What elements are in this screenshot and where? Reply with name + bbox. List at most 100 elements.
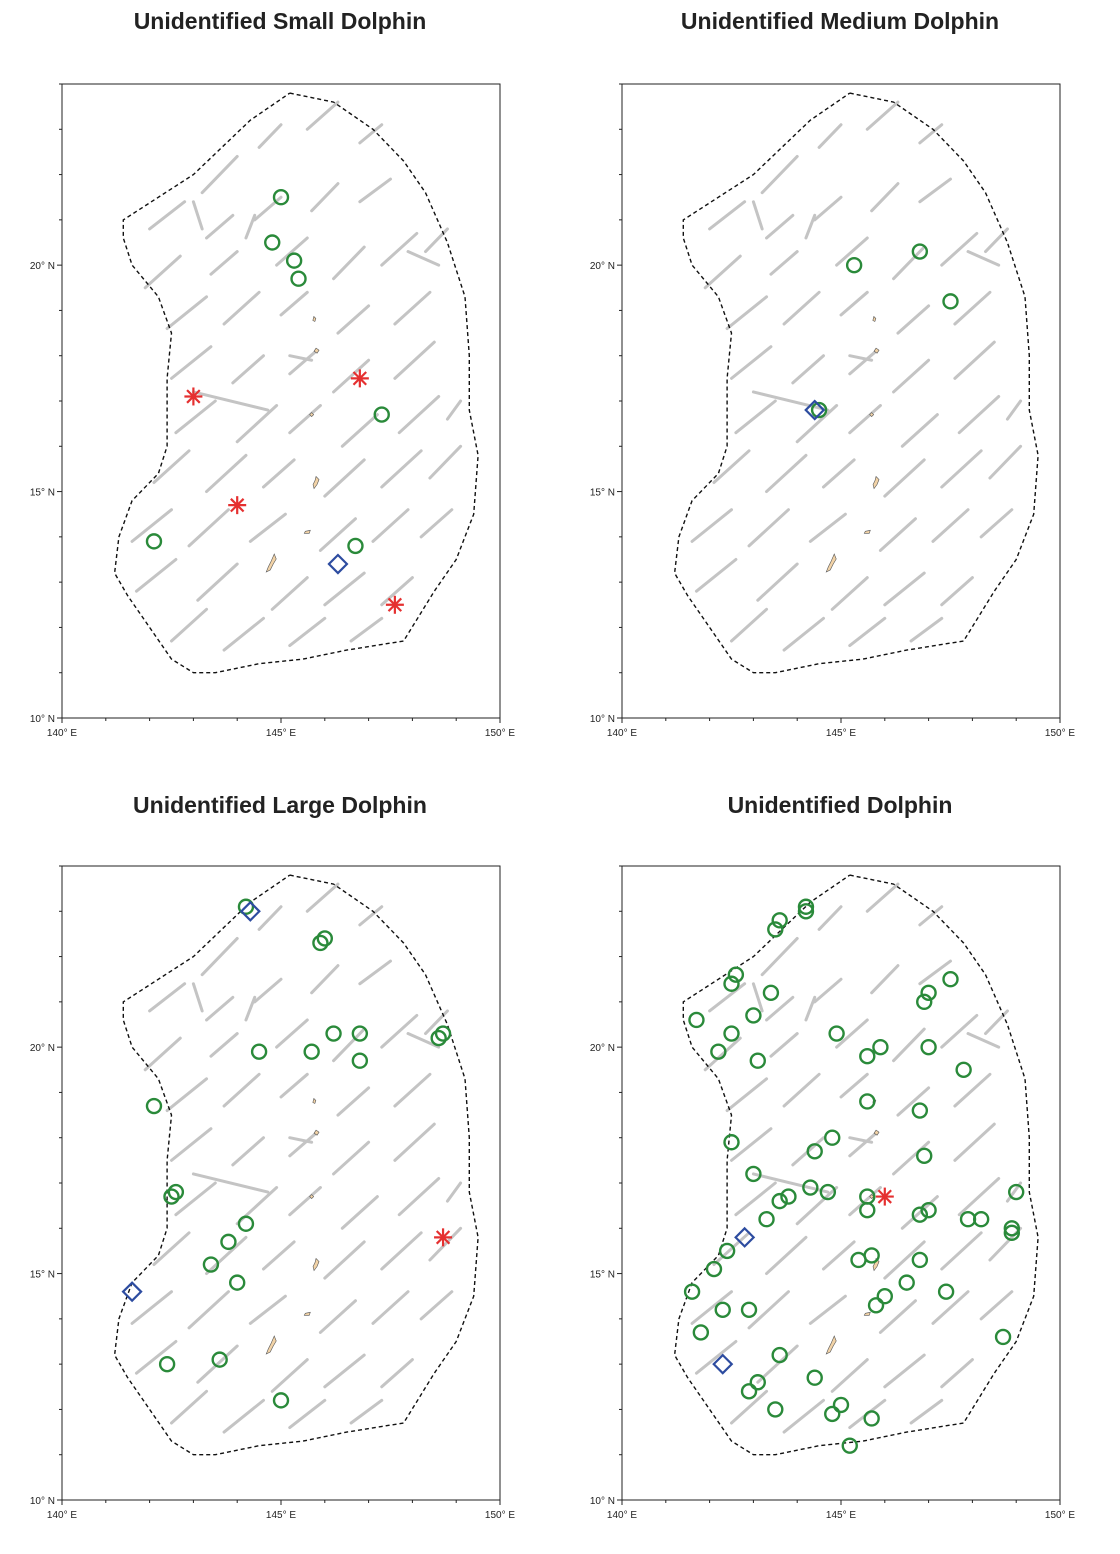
survey-track [751,200,764,231]
survey-track [257,123,283,149]
survey-track [248,1294,287,1325]
survey-track [878,517,917,552]
survey-track [830,576,869,611]
survey-track [848,349,878,376]
sighting-circle-marker [845,256,863,274]
survey-track [835,236,869,267]
sighting-circle-marker [872,1038,889,1056]
star-stroke [186,389,201,404]
sighting-circle-marker [718,1242,736,1260]
survey-track [332,1027,366,1063]
survey-track [419,508,454,539]
survey-track [419,1290,454,1321]
survey-track [760,154,799,195]
survey-track [134,558,178,593]
survey-track [336,1086,371,1117]
sighting-circle-marker [828,1025,845,1042]
sighting-circle-marker [771,1192,788,1210]
survey-track [332,1140,371,1176]
island [313,1129,320,1136]
island [312,475,320,490]
survey-track [848,616,887,648]
island [872,475,880,490]
sighting-circle-marker [911,1206,929,1223]
sighting-circle-marker [937,1283,955,1300]
sighting-star-marker [184,387,203,406]
sighting-circle-marker [767,1401,784,1418]
sighting-circle-marker [863,1410,880,1427]
panel-title: Unidentified Dolphin [727,792,953,818]
y-tick-label: 15° N [590,1270,615,1281]
sighting-circle-marker [692,1324,710,1341]
island [869,1194,875,1200]
survey-track [288,1131,318,1158]
survey-track [191,390,270,412]
survey-track [756,1344,799,1384]
survey-track [170,1127,213,1162]
survey-track [813,977,843,1004]
sighting-circle-marker [898,1274,915,1291]
island [312,1097,317,1104]
survey-track [839,1072,869,1099]
survey-track [813,195,843,222]
sighting-circle-marker [916,1147,933,1165]
survey-track [428,444,463,480]
survey-track [205,453,248,494]
survey-track [830,1358,869,1393]
survey-track [231,1136,265,1167]
sighting-diamond-marker [327,553,349,575]
sighting-circle-marker [749,1374,766,1391]
survey-track [318,1299,357,1334]
sighting-circle-marker [158,1355,176,1373]
survey-track [428,1226,463,1262]
sighting-star-marker [385,595,404,614]
survey-track [187,1290,230,1330]
survey-track [953,340,996,380]
map-plot: 10° N 15° N 20° N 140° E 145° E 150° E [590,865,1075,1521]
survey-track [358,959,392,986]
survey-track [808,512,847,543]
survey-track [244,995,257,1022]
x-tick-label: 150° E [1045,728,1075,739]
survey-track [288,616,327,648]
survey-track [288,1136,314,1144]
survey-track [305,882,340,913]
survey-track [782,616,825,652]
sighting-circle-marker [723,975,740,992]
survey-track [170,607,209,643]
survey-track [424,227,449,254]
island [825,553,837,573]
survey-track [940,576,974,607]
survey-track [712,449,751,485]
survey-track [380,1231,423,1271]
survey-track [318,517,357,552]
survey-track [143,254,182,290]
survey-track [730,607,769,643]
survey-track [708,200,747,231]
survey-track [187,508,230,548]
sighting-circle-marker [1003,1220,1021,1237]
survey-track [817,905,843,931]
survey-track [323,571,366,607]
survey-track [909,616,944,643]
sighting-circle-marker [351,1025,369,1042]
star-stroke [387,597,403,612]
survey-track [751,1172,830,1194]
y-tick-label: 10° N [30,714,55,725]
sighting-circle-marker [272,1392,290,1409]
survey-track [1005,399,1023,421]
survey-track [340,413,379,448]
survey-track [984,227,1009,254]
sighting-circle-marker [819,1183,837,1201]
survey-track [393,1072,432,1108]
star-stroke [230,498,245,513]
sighting-circle-marker [850,1251,867,1269]
sighting-circle-marker [797,903,815,920]
survey-track [152,449,191,485]
survey-track [892,245,926,281]
survey-track [817,123,843,149]
sighting-circle-marker [859,1093,876,1110]
survey-track [703,1036,742,1072]
survey-track [966,250,1001,267]
sighting-circle-marker [859,1048,876,1065]
